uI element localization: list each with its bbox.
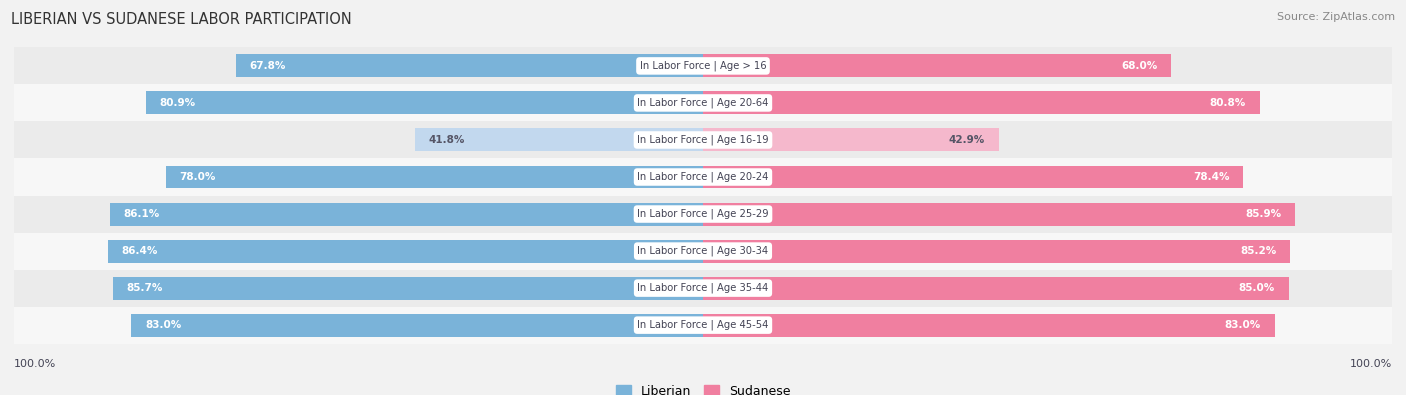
Bar xyxy=(703,276,1289,299)
Text: 85.2%: 85.2% xyxy=(1240,246,1277,256)
Legend: Liberian, Sudanese: Liberian, Sudanese xyxy=(610,380,796,395)
Bar xyxy=(415,128,703,151)
Bar xyxy=(14,47,1392,85)
Bar xyxy=(14,121,1392,158)
Bar xyxy=(108,240,703,263)
Bar xyxy=(166,166,703,188)
Text: 67.8%: 67.8% xyxy=(250,61,285,71)
Text: 85.7%: 85.7% xyxy=(127,283,163,293)
Text: In Labor Force | Age 25-29: In Labor Force | Age 25-29 xyxy=(637,209,769,219)
Bar xyxy=(131,314,703,337)
Text: 80.9%: 80.9% xyxy=(159,98,195,108)
Bar xyxy=(703,166,1243,188)
Text: 83.0%: 83.0% xyxy=(1225,320,1261,330)
Text: 100.0%: 100.0% xyxy=(1350,359,1392,369)
Text: In Labor Force | Age 30-34: In Labor Force | Age 30-34 xyxy=(637,246,769,256)
Bar xyxy=(14,307,1392,344)
Bar xyxy=(703,314,1275,337)
Text: 78.4%: 78.4% xyxy=(1192,172,1229,182)
Text: 41.8%: 41.8% xyxy=(429,135,465,145)
Text: 86.1%: 86.1% xyxy=(124,209,160,219)
Bar xyxy=(14,158,1392,196)
Bar xyxy=(703,55,1171,77)
Text: 85.0%: 85.0% xyxy=(1239,283,1275,293)
Bar xyxy=(703,240,1289,263)
Text: In Labor Force | Age 45-54: In Labor Force | Age 45-54 xyxy=(637,320,769,330)
Text: 42.9%: 42.9% xyxy=(949,135,984,145)
Text: 78.0%: 78.0% xyxy=(180,172,215,182)
Text: LIBERIAN VS SUDANESE LABOR PARTICIPATION: LIBERIAN VS SUDANESE LABOR PARTICIPATION xyxy=(11,12,352,27)
Bar xyxy=(703,203,1295,226)
Text: In Labor Force | Age 35-44: In Labor Force | Age 35-44 xyxy=(637,283,769,293)
Bar xyxy=(14,233,1392,269)
Text: In Labor Force | Age 20-64: In Labor Force | Age 20-64 xyxy=(637,98,769,108)
Text: In Labor Force | Age 20-24: In Labor Force | Age 20-24 xyxy=(637,172,769,182)
Text: 68.0%: 68.0% xyxy=(1122,61,1157,71)
Text: In Labor Force | Age > 16: In Labor Force | Age > 16 xyxy=(640,61,766,71)
Text: 100.0%: 100.0% xyxy=(14,359,56,369)
Text: 85.9%: 85.9% xyxy=(1244,209,1281,219)
Bar xyxy=(703,128,998,151)
Text: 86.4%: 86.4% xyxy=(121,246,157,256)
Bar xyxy=(236,55,703,77)
Bar xyxy=(14,269,1392,307)
Bar xyxy=(112,276,703,299)
Text: Source: ZipAtlas.com: Source: ZipAtlas.com xyxy=(1277,12,1395,22)
Bar xyxy=(14,85,1392,121)
Bar xyxy=(146,92,703,115)
Bar xyxy=(14,196,1392,233)
Text: In Labor Force | Age 16-19: In Labor Force | Age 16-19 xyxy=(637,135,769,145)
Text: 80.8%: 80.8% xyxy=(1209,98,1246,108)
Bar xyxy=(110,203,703,226)
Bar xyxy=(703,92,1260,115)
Text: 83.0%: 83.0% xyxy=(145,320,181,330)
